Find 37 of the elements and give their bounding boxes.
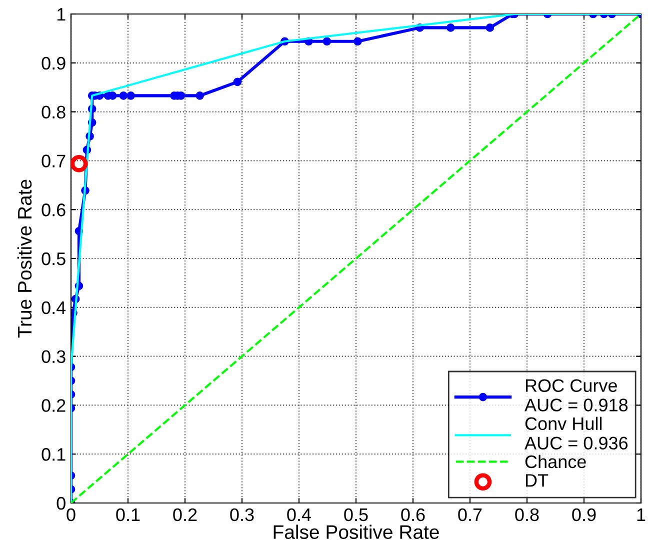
y-axis-title: True Positive Rate [17, 180, 32, 338]
point [119, 91, 128, 100]
x-axis-title: False Positive Rate [274, 524, 439, 539]
y-tick-label: 1 [57, 8, 66, 21]
legend-label: Chance [525, 454, 586, 468]
point [322, 37, 332, 46]
legend-label: DT [526, 474, 548, 487]
y-tick-label: 0.4 [42, 301, 66, 314]
x-tick-label: 0.8 [515, 508, 539, 522]
y-tick-label: 0.9 [42, 56, 66, 70]
legend-label: ROC Curve AUC = 0.918 [524, 379, 628, 412]
point [71, 154, 88, 172]
legend-label: Conv Hull AUC = 0.936 [524, 416, 628, 450]
point [196, 91, 204, 100]
x-tick-label: 0.9 [572, 508, 596, 522]
x-tick-label: 0.7 [458, 508, 482, 522]
x-tick-label: 0.3 [230, 508, 254, 522]
point [126, 91, 136, 100]
x-tick-label: 0.1 [116, 508, 140, 522]
x-tick-label: 0.4 [287, 508, 312, 522]
y-tick-label: 0.1 [42, 448, 66, 461]
point [446, 24, 455, 32]
point [486, 24, 494, 32]
y-tick-label: 0.3 [42, 350, 66, 364]
y-tick-label: 0.7 [42, 154, 66, 168]
y-tick-label: 0 [56, 496, 66, 510]
point [233, 78, 242, 86]
x-tick-label: 0.6 [401, 508, 425, 522]
x-tick-label: 0 [66, 508, 76, 522]
y-tick-label: 0.2 [42, 399, 66, 412]
x-tick-label: 0.5 [344, 508, 368, 522]
point [354, 37, 362, 46]
x-tick-label: 1 [637, 508, 646, 521]
y-tick-label: 0.8 [42, 106, 66, 119]
y-tick-label: 0.6 [42, 204, 66, 216]
x-tick-label: 0.2 [173, 508, 197, 522]
y-tick-label: 0.5 [42, 252, 66, 266]
